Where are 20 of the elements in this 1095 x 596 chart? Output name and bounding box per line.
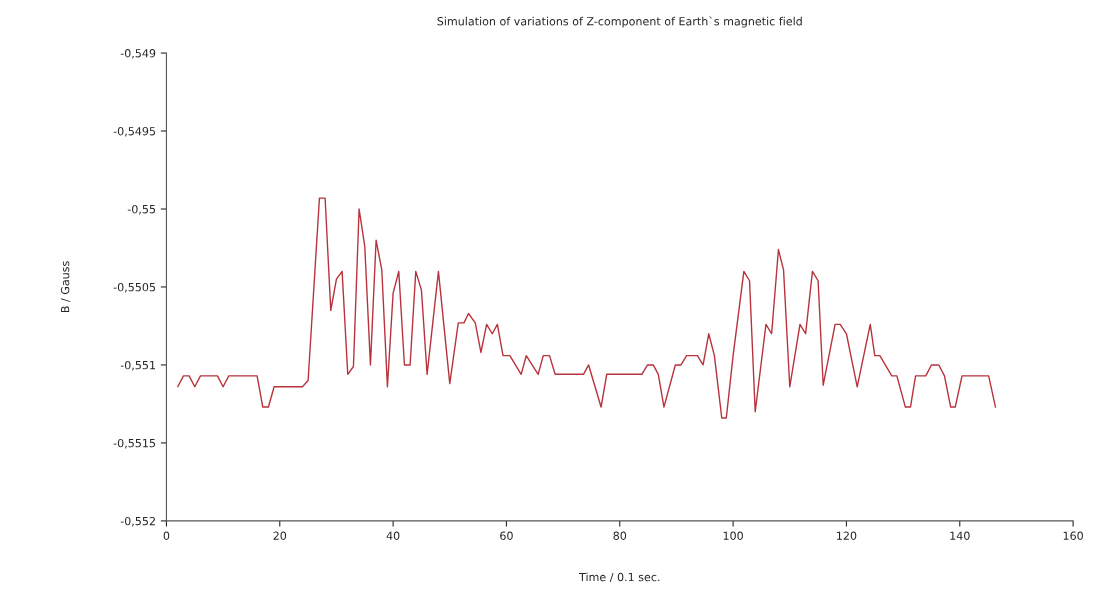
x-axis-title: Time / 0.1 sec. [579,572,660,583]
x-tick-label: 60 [500,531,513,540]
y-tick-label: -0,55 [127,204,156,215]
y-tick-label: -0,549 [120,49,156,59]
line-series [177,197,997,419]
y-tick-label: -0,5505 [113,282,156,293]
chart-title: Simulation of variations of Z-component of Earth`s magnetic field [437,16,802,28]
x-tick-label: 80 [613,531,627,540]
x-tick-label: 140 [950,531,970,540]
x-tick-label: 100 [723,531,743,540]
x-tick-label: 20 [273,531,287,540]
x-tick-label: 160 [1063,531,1083,540]
y-tick-label: -0,5515 [113,438,156,449]
x-tick-label: 0 [163,531,170,540]
y-tick-label: -0,551 [120,360,155,371]
y-tick-label: -0,5495 [113,127,156,137]
y-axis-title: B / Gauss [60,261,71,313]
y-tick-label: -0,552 [120,516,155,527]
x-tick-label: 40 [386,531,400,540]
x-tick-label: 120 [837,531,857,540]
